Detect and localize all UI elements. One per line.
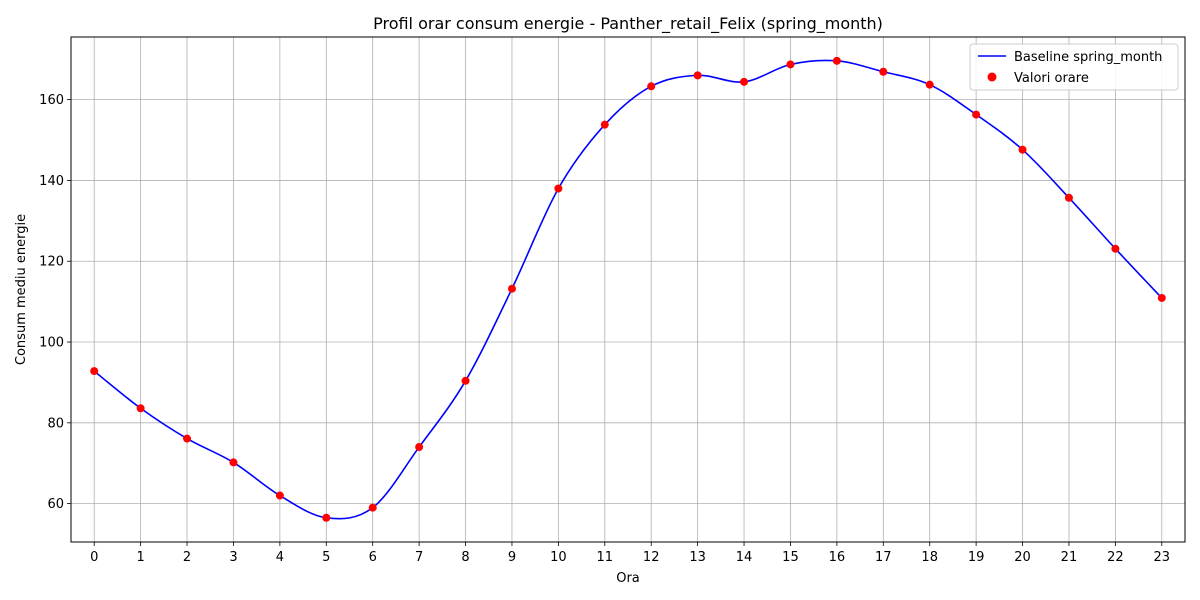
x-tick-label: 9 <box>508 550 516 565</box>
data-point <box>925 80 934 89</box>
data-point <box>275 491 284 500</box>
baseline-series <box>93 59 1163 520</box>
x-tick-label: 10 <box>550 550 567 565</box>
x-tick-label: 8 <box>461 550 469 565</box>
data-point <box>786 60 795 69</box>
data-point <box>554 184 563 193</box>
hourly-values-series <box>90 56 1166 522</box>
data-point <box>1064 193 1073 202</box>
chart-title: Profil orar consum energie - Panther_ret… <box>373 14 883 34</box>
y-tick-label: 120 <box>39 255 64 270</box>
data-point <box>1111 244 1120 253</box>
x-tick-label: 7 <box>415 550 423 565</box>
legend-label-baseline: Baseline spring_month <box>1014 50 1162 65</box>
y-tick-label: 60 <box>47 497 64 512</box>
legend: Baseline spring_month Valori orare <box>969 43 1179 91</box>
x-tick-label: 2 <box>183 550 191 565</box>
x-tick-label: 15 <box>782 550 799 565</box>
series-line-baseline <box>93 59 1163 520</box>
data-point <box>322 513 331 522</box>
x-tick-label: 6 <box>369 550 377 565</box>
data-point <box>972 110 981 119</box>
legend-box <box>969 43 1179 91</box>
data-point <box>415 443 424 452</box>
y-tick-label: 160 <box>39 93 64 108</box>
x-tick-label: 5 <box>322 550 330 565</box>
x-tick-label: 23 <box>1154 550 1171 565</box>
data-point <box>1157 293 1166 302</box>
legend-point-swatch <box>987 72 997 82</box>
data-point <box>832 56 841 65</box>
x-tick-label: 14 <box>736 550 753 565</box>
data-point <box>879 67 888 76</box>
data-point <box>136 404 145 413</box>
x-tick-label: 19 <box>968 550 985 565</box>
y-axis-ticks: 60 80 100 120 140 160 <box>39 93 71 512</box>
data-point <box>693 71 702 80</box>
data-point <box>90 367 99 376</box>
x-tick-label: 1 <box>136 550 144 565</box>
x-axis-label: Ora <box>616 571 640 586</box>
x-tick-label: 13 <box>689 550 706 565</box>
y-tick-label: 100 <box>39 336 64 351</box>
data-point <box>229 458 238 467</box>
x-axis-ticks: 0 1 2 3 4 5 6 7 8 9 10 11 12 13 14 15 16 17 18 19 20 21 22 23 <box>90 542 1170 565</box>
x-tick-label: 4 <box>276 550 284 565</box>
legend-label-hourly: Valori orare <box>1014 71 1089 86</box>
y-tick-label: 140 <box>39 174 64 189</box>
x-tick-label: 16 <box>829 550 846 565</box>
x-tick-label: 18 <box>921 550 938 565</box>
y-tick-label: 80 <box>47 416 64 431</box>
data-point <box>507 284 516 293</box>
x-tick-label: 20 <box>1014 550 1031 565</box>
data-point <box>461 376 470 385</box>
x-tick-label: 0 <box>90 550 98 565</box>
plot-frame <box>70 36 1186 543</box>
x-tick-label: 22 <box>1107 550 1124 565</box>
x-tick-label: 21 <box>1061 550 1078 565</box>
data-point <box>647 82 656 91</box>
x-tick-label: 12 <box>643 550 660 565</box>
x-tick-label: 3 <box>229 550 237 565</box>
data-point <box>740 77 749 86</box>
data-point <box>183 434 192 443</box>
data-point <box>368 503 377 512</box>
x-tick-label: 11 <box>597 550 614 565</box>
data-point <box>600 120 609 129</box>
y-axis-label: Consum mediu energie <box>14 214 29 365</box>
x-tick-label: 17 <box>875 550 892 565</box>
data-point <box>1018 145 1027 154</box>
